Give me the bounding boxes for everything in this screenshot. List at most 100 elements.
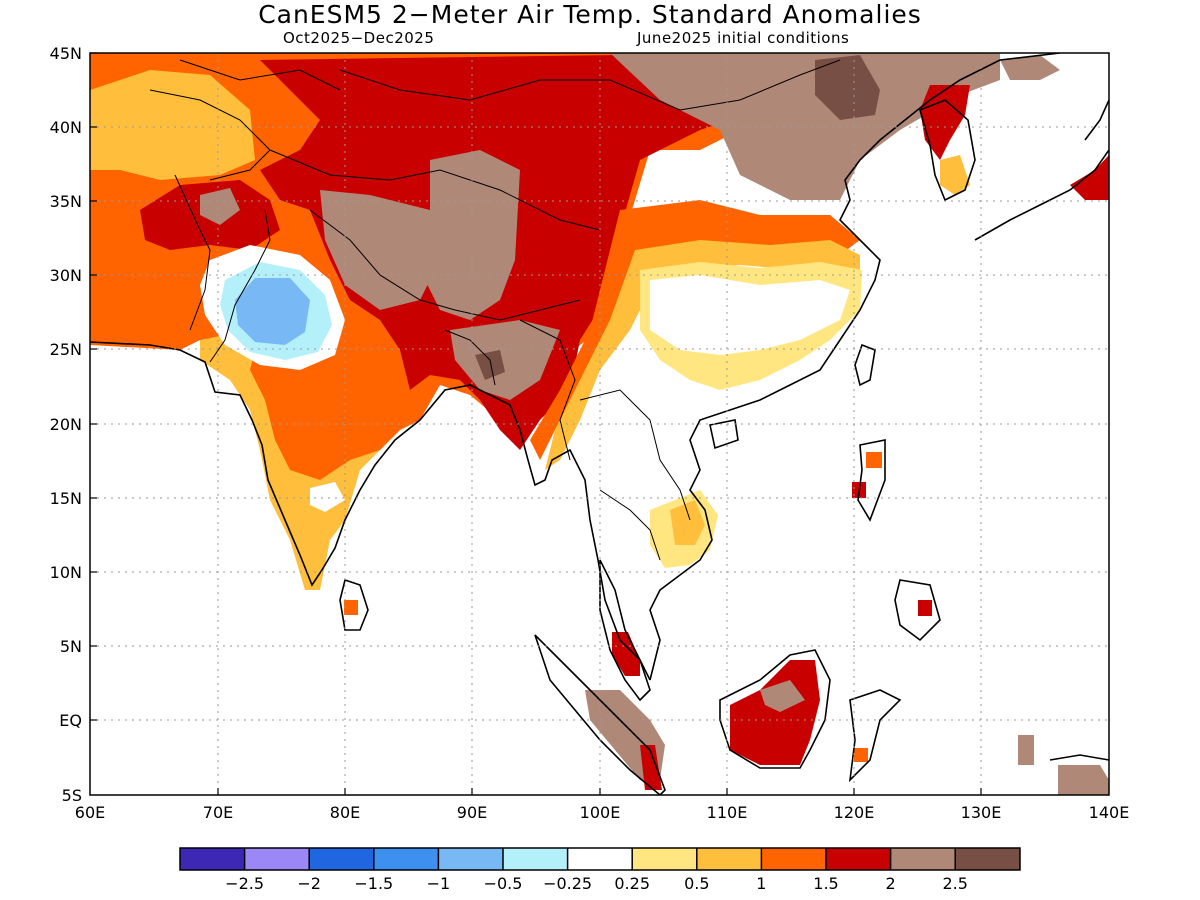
anomaly-region-red-mindanao	[918, 600, 932, 616]
anomaly-region-brown-tibet	[420, 150, 520, 320]
initial-conditions: June2025 initial conditions	[637, 29, 850, 47]
anomaly-region-neutral-southindia	[310, 482, 345, 512]
coastline-india	[90, 341, 651, 681]
coastline-luzon	[857, 439, 886, 522]
coastline-sumatra	[534, 634, 666, 795]
colorbar-box-13	[955, 848, 1020, 870]
border-myanmar	[519, 319, 576, 461]
anomaly-region-red-sumatra	[640, 745, 662, 790]
gridlines	[90, 53, 1109, 795]
border-india-pakistan	[209, 209, 271, 363]
anomaly-region-darkbrown-mongolia	[815, 55, 880, 120]
colorbar-label-12: 2.5	[942, 874, 967, 893]
colorbar-box-5	[438, 848, 503, 870]
lat-label-15n: 15N	[50, 489, 82, 508]
border-bangladesh	[444, 329, 496, 386]
anomaly-region-yelloworange-korea	[940, 155, 970, 195]
anomaly-region-lightblue-pakistan	[235, 278, 310, 345]
lon-label-140e: 140E	[1089, 803, 1130, 822]
anomaly-region-brown-himalaya	[320, 190, 440, 310]
coastline-borneo	[719, 649, 831, 769]
colorbar-box-11	[826, 848, 891, 870]
colorbar-box-9	[696, 848, 762, 870]
border-kazakhstan	[179, 59, 341, 91]
colorbar-box-1	[180, 848, 245, 870]
lat-label-20n: 20N	[50, 415, 82, 434]
lon-label-90e: 90E	[457, 803, 487, 822]
coastline-southchina	[649, 53, 1061, 681]
colorbar-label-1: −2.5	[225, 874, 264, 893]
map-title: CanESM5 2−Meter Air Temp. Standard Anoma…	[258, 0, 922, 29]
anomaly-region-orange-southchina	[530, 200, 860, 460]
lon-label-130e: 130E	[961, 803, 1002, 822]
lon-label-100e: 100E	[580, 803, 621, 822]
border-tibet-north	[269, 149, 601, 231]
anomaly-region-darkbrown-bangladesh	[475, 350, 505, 380]
colorbar-label-3: −1.5	[354, 874, 393, 893]
anomaly-region-orange-srilanka	[344, 600, 358, 615]
anomaly-region-yelloworange-indochina	[670, 500, 705, 545]
lat-label-10n: 10N	[50, 563, 82, 582]
colorbar-box-6	[503, 848, 568, 870]
anomaly-region-red-korea	[920, 85, 970, 160]
colorbar-label-7: 0.25	[614, 874, 650, 893]
latitude-labels: 45N 40N 35N 30N 25N 20N 15N 10N 5N EQ 5S	[50, 44, 82, 805]
anomaly-region-orange-luzon	[866, 452, 882, 468]
lat-label-eq: EQ	[59, 711, 82, 730]
colorbar-label-9: 1	[756, 874, 766, 893]
colorbar-label-11: 2	[886, 874, 896, 893]
coastline-hainan	[709, 419, 739, 450]
colorbar: −2.5 −2 −1.5 −1 −0.5 −0.25 0.25 0.5 1 1.…	[179, 847, 1021, 893]
border-himalaya	[309, 209, 581, 321]
coastline-japan	[974, 99, 1109, 241]
coastline-korea	[919, 99, 976, 202]
colorbar-label-6: −0.25	[543, 874, 592, 893]
anomaly-region-brown-moluccas	[1018, 735, 1034, 765]
country-borders	[149, 59, 841, 561]
colorbar-dividers	[243, 848, 956, 870]
lon-label-80e: 80E	[330, 803, 360, 822]
anomaly-region-orange-sulawesi	[854, 748, 868, 762]
colorbar-box-8	[632, 848, 697, 870]
lon-label-60e: 60E	[75, 803, 105, 822]
longitude-labels: 60E 70E 80E 90E 100E 110E 120E 130E 140E	[75, 803, 1130, 822]
colorbar-frame	[179, 847, 1021, 871]
colorbar-label-4: −1	[427, 874, 451, 893]
lat-label-35n: 35N	[50, 192, 82, 211]
colorbar-label-8: 0.5	[684, 874, 709, 893]
colorbar-label-10: 1.5	[813, 874, 838, 893]
anomaly-region-neutral-china	[650, 275, 850, 355]
border-laos-vietnam	[579, 389, 691, 521]
anomaly-region-yelloworange-iran	[90, 70, 255, 180]
colorbar-box-2	[244, 848, 310, 870]
coastline-sulawesi	[848, 689, 902, 783]
border-china-mongolia	[339, 59, 841, 111]
colorbar-box-3	[309, 848, 374, 870]
border-iran-pakistan	[174, 174, 211, 331]
lat-label-5s: 5S	[62, 786, 82, 805]
anomaly-region-brown-newguinea	[1058, 765, 1109, 795]
coastline-newguinea	[1049, 754, 1109, 761]
lat-label-45n: 45N	[50, 44, 82, 63]
border-thailand-cambodia	[599, 489, 661, 561]
lat-label-5n: 5N	[60, 637, 82, 656]
coastline-srilanka	[339, 578, 369, 631]
border-central-asia	[149, 89, 271, 181]
coastlines	[90, 53, 1109, 795]
coastline-taiwan	[854, 343, 876, 387]
colorbar-box-12	[890, 848, 956, 870]
anomaly-region-brown-borneo	[760, 680, 805, 712]
anomaly-region-brown-iran-small	[200, 188, 240, 225]
lon-label-110e: 110E	[707, 803, 748, 822]
anomaly-region-yelloworange-southchina	[545, 240, 860, 470]
anomaly-region-brown-myanmar	[450, 320, 560, 400]
lat-label-30n: 30N	[50, 266, 82, 285]
anomaly-region-red-malaysia	[612, 632, 640, 676]
colorbar-box-7	[567, 848, 633, 870]
colorbar-box-4	[373, 848, 439, 870]
anomaly-region-red-japan	[1070, 155, 1109, 200]
forecast-period: Oct2025−Dec2025	[283, 29, 435, 47]
axis-ticks	[90, 52, 982, 795]
colorbar-label-2: −2	[297, 874, 321, 893]
